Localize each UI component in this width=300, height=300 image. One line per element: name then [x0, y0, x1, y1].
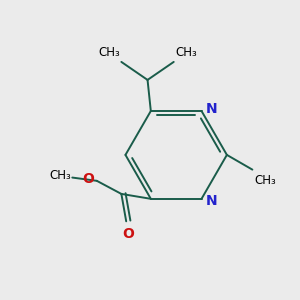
Text: CH₃: CH₃	[176, 46, 197, 59]
Text: CH₃: CH₃	[49, 169, 71, 182]
Text: O: O	[122, 227, 134, 241]
Text: O: O	[82, 172, 94, 186]
Text: CH₃: CH₃	[254, 174, 276, 187]
Text: N: N	[206, 102, 218, 116]
Text: N: N	[206, 194, 217, 208]
Text: CH₃: CH₃	[98, 46, 120, 59]
